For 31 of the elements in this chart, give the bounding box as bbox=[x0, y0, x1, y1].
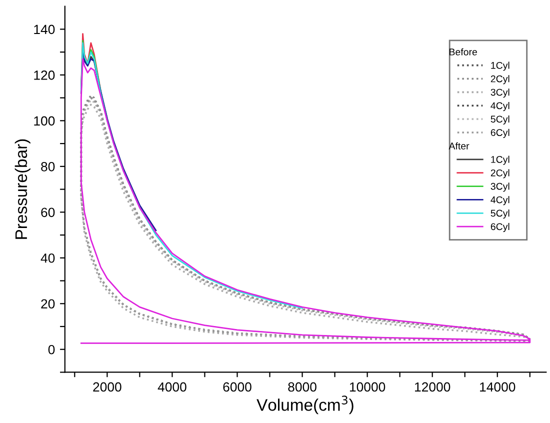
x-tick-label: 4000 bbox=[158, 382, 186, 392]
x-tick-label: 10000 bbox=[350, 382, 386, 392]
x-axis-title: Volume(cm$^{3}$) bbox=[256, 396, 354, 414]
legend-label: 2Cyl bbox=[490, 169, 510, 178]
x-tick-label: 14000 bbox=[480, 382, 516, 392]
legend-label: 3Cyl bbox=[490, 182, 510, 192]
legend-label: 5Cyl bbox=[490, 115, 510, 125]
x-tick-label: 12000 bbox=[415, 382, 450, 392]
y-tick-label: 140 bbox=[34, 24, 55, 34]
y-tick-label: 120 bbox=[34, 70, 55, 80]
annotation: Before bbox=[450, 48, 477, 56]
legend-label: 6Cyl bbox=[490, 222, 510, 232]
y-tick-label: 80 bbox=[41, 162, 55, 172]
y-tick-label: 40 bbox=[40, 253, 55, 263]
x-tick-label: 2000 bbox=[93, 382, 122, 392]
y-tick-label: 60 bbox=[41, 208, 55, 218]
legend-label: 3Cyl bbox=[490, 88, 510, 98]
x-tick-label: 8000 bbox=[288, 382, 316, 392]
x-tick-label: 6000 bbox=[223, 382, 252, 392]
legend-label: 5Cyl bbox=[490, 210, 510, 219]
legend-label: 4Cyl bbox=[490, 196, 510, 206]
y-tick-label: 100 bbox=[34, 116, 55, 126]
y-tick-label: 0 bbox=[48, 344, 55, 354]
legend-label: 6Cyl bbox=[490, 128, 510, 138]
y-tick-label: 20 bbox=[41, 299, 55, 309]
legend-label: 4Cyl bbox=[490, 102, 510, 112]
annotation: After bbox=[448, 142, 470, 150]
legend-label: 2Cyl bbox=[490, 75, 510, 84]
legend-label: 1Cyl bbox=[491, 156, 510, 165]
legend-label: 1Cyl bbox=[491, 62, 510, 71]
y-axis-title: Pressure(bar) bbox=[14, 139, 30, 239]
